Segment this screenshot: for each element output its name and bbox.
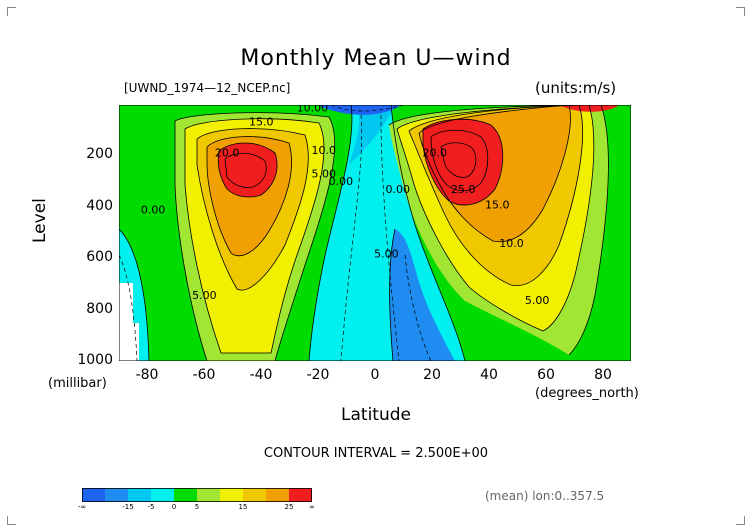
fill-cyan-center bbox=[309, 105, 465, 361]
colorbar-segment bbox=[174, 488, 198, 502]
colorbar-tick-label: -∞ bbox=[77, 503, 87, 511]
colorbar-segment bbox=[105, 488, 129, 502]
x-axis-unit: (degrees_north) bbox=[535, 386, 639, 401]
contour-label: 0.00 bbox=[386, 183, 411, 196]
contour-label: 15.0 bbox=[485, 198, 510, 211]
colorbar-tick-label: 5 bbox=[194, 503, 200, 511]
contour-label: 25.0 bbox=[451, 183, 476, 196]
y-tick-label: 1000 bbox=[77, 352, 113, 368]
fill-missing bbox=[119, 283, 139, 361]
colorbar-segment bbox=[289, 488, 312, 502]
colorbar-segment bbox=[220, 488, 244, 502]
y-axis-label: Level bbox=[30, 198, 50, 243]
y-tick-label: 200 bbox=[86, 146, 113, 162]
colorbar-tick-label: -15 bbox=[122, 503, 134, 511]
colorbar-segment bbox=[128, 488, 152, 502]
colorbar-segment bbox=[197, 488, 221, 502]
contour-lines bbox=[119, 105, 609, 361]
contour-label: 0.00 bbox=[329, 175, 354, 188]
x-tick-label: 80 bbox=[594, 367, 612, 383]
contour-plot: 15.020.0 10.05.000.0010.000.005.000.005.0… bbox=[119, 105, 631, 361]
mean-label: (mean) lon:0..357.5 bbox=[485, 489, 605, 503]
corner-mark bbox=[736, 7, 745, 16]
colorbar-tick-label: 15 bbox=[238, 503, 248, 511]
corner-mark bbox=[7, 516, 16, 525]
corner-mark bbox=[7, 7, 16, 16]
contour-label: 5.00 bbox=[525, 294, 550, 307]
x-tick-label: -80 bbox=[135, 367, 159, 383]
contour-label: 20.0 bbox=[422, 147, 447, 160]
colorbar-tick-label: ∞ bbox=[309, 503, 315, 511]
x-tick-label: -20 bbox=[306, 367, 330, 383]
contour-label: 10.0 bbox=[499, 237, 524, 250]
colorbar-tick-label: 0 bbox=[171, 503, 177, 511]
y-tick-label: 800 bbox=[86, 301, 113, 317]
contour-label: 0.00 bbox=[141, 204, 166, 217]
contour-label: 5.00 bbox=[192, 289, 217, 302]
contour-label: 15.0 bbox=[249, 116, 274, 129]
corner-mark bbox=[736, 516, 745, 525]
contour-interval-label: CONTOUR INTERVAL = 2.500E+00 bbox=[263, 446, 489, 461]
negative-contours bbox=[119, 105, 432, 361]
x-axis-label: Latitude bbox=[341, 405, 411, 425]
x-tick-label: 60 bbox=[537, 367, 555, 383]
colorbar-segment bbox=[266, 488, 290, 502]
colorbar-segment bbox=[243, 488, 267, 502]
contour-label: 10.0 bbox=[312, 144, 337, 157]
fill-red-sh bbox=[218, 143, 278, 197]
x-tick-label: 0 bbox=[370, 367, 380, 383]
x-tick-label: -60 bbox=[192, 367, 216, 383]
fill-red-nh bbox=[423, 119, 503, 205]
colorbar-tick-label: 25 bbox=[284, 503, 294, 511]
fill-lightblue bbox=[349, 105, 395, 165]
contour-label-layer: 15.020.0 10.05.000.0010.000.005.000.005.0… bbox=[141, 105, 549, 307]
colorbar-frame bbox=[82, 488, 312, 502]
colorbar bbox=[82, 488, 312, 502]
x-tick-label: -40 bbox=[249, 367, 273, 383]
y-tick-label: 400 bbox=[86, 198, 113, 214]
fill-red-nh-top bbox=[559, 105, 619, 112]
x-tick-label: 20 bbox=[423, 367, 441, 383]
colorbar-segment bbox=[82, 488, 106, 502]
contour-label: 20.0 bbox=[215, 147, 240, 160]
contour-label: 5.00 bbox=[312, 167, 337, 180]
colorbar-segment bbox=[151, 488, 175, 502]
file-label: [UWND_1974—12_NCEP.nc] bbox=[124, 81, 291, 95]
y-tick-label: 600 bbox=[86, 249, 113, 265]
chart-title: Monthly Mean U—wind bbox=[240, 46, 512, 71]
contour-label: 5.00 bbox=[374, 248, 399, 261]
y-axis-unit: (millibar) bbox=[48, 376, 107, 391]
contour-label: 10.00 bbox=[297, 105, 329, 114]
x-tick-label: 40 bbox=[480, 367, 498, 383]
units-label: (units:m/s) bbox=[535, 79, 617, 97]
colorbar-tick-label: -5 bbox=[147, 503, 155, 511]
